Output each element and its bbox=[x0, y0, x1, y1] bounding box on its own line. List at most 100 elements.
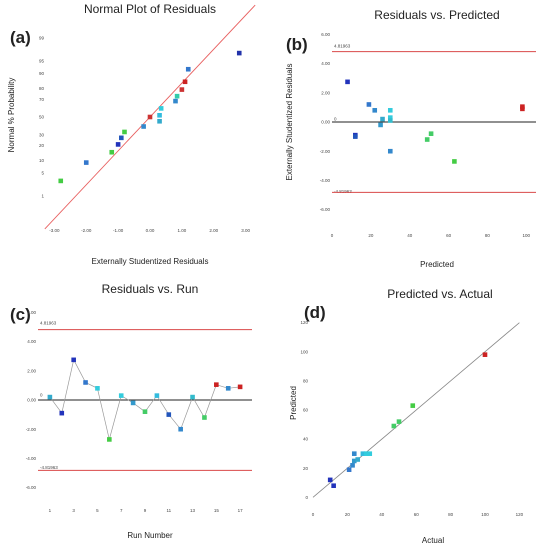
panel-d-ticks: 0 20 40 60 80 100 120 0 20 40 60 80 100 120 bbox=[300, 320, 523, 517]
panel-a-xtick-label: 2.00 bbox=[209, 228, 218, 233]
panel-c-point bbox=[59, 410, 65, 416]
panel-d-point bbox=[327, 477, 333, 483]
panel-b-ytick-label: 2.00 bbox=[321, 90, 330, 95]
panel-a-xtick-label: -1.00 bbox=[113, 228, 124, 233]
panel-c-ytick-label: 4.00 bbox=[27, 339, 36, 344]
panel-a-ylabel: Normal % Probability bbox=[7, 78, 16, 153]
panel-b-ylabel: Externally Studentized Residuals bbox=[285, 64, 294, 181]
panel-d-title: Predicted vs. Actual bbox=[387, 287, 492, 301]
panel-c-title: Residuals vs. Run bbox=[102, 282, 199, 296]
panel-b-title: Residuals vs. Predicted bbox=[374, 8, 499, 22]
panel-b-label: (b) bbox=[286, 35, 308, 54]
panel-c-point bbox=[202, 415, 207, 420]
panel-c-lower-limit-label: -4.81963 bbox=[40, 465, 58, 470]
panel-a-ytick-label: 95 bbox=[39, 59, 45, 64]
panel-c-point bbox=[83, 380, 88, 385]
panel-c-ytick-label: 6.00 bbox=[27, 310, 36, 315]
panel-c-point bbox=[107, 437, 112, 442]
panel-d-point bbox=[391, 423, 397, 429]
panel-c-ytick-label: -2.00 bbox=[26, 427, 37, 432]
panel-b-point bbox=[372, 108, 378, 113]
panel-b-point bbox=[378, 122, 383, 128]
panel-b-point bbox=[424, 137, 430, 142]
panel-a-ytick-label: 90 bbox=[39, 71, 45, 76]
panel-a-point bbox=[179, 87, 185, 92]
panel-d-ytick-label: 40 bbox=[303, 437, 309, 442]
panel-d-marks bbox=[312, 322, 520, 498]
panel-c-xtick-label: 17 bbox=[238, 508, 244, 513]
panel-c-point bbox=[118, 393, 124, 398]
panel-b-ytick-label: 4.00 bbox=[321, 61, 330, 66]
panel-d-xtick-label: 0 bbox=[312, 512, 315, 517]
panel-a-point bbox=[141, 124, 146, 129]
panel-d-point bbox=[351, 458, 357, 464]
panel-d-ytick-label: 120 bbox=[300, 320, 308, 325]
panel-d-ytick-label: 60 bbox=[303, 408, 309, 413]
panel-b-point bbox=[387, 108, 393, 113]
panel-a-point bbox=[236, 50, 242, 56]
panel-a-ytick-label: 10 bbox=[39, 158, 45, 163]
panel-d-ytick-label: 20 bbox=[303, 466, 309, 471]
panel-c-point bbox=[95, 386, 100, 391]
panel-a-xlabel: Externally Studentized Residuals bbox=[92, 257, 209, 266]
panel-c-xtick-label: 5 bbox=[96, 508, 99, 513]
panel-c-point bbox=[178, 426, 183, 432]
panel-b-lower-limit-label: -4.81963 bbox=[334, 189, 352, 194]
panel-b-point bbox=[387, 115, 393, 120]
panel-c-xlabel: Run Number bbox=[127, 531, 173, 540]
panel-c-xtick-label: 13 bbox=[190, 508, 196, 513]
panel-a-point bbox=[115, 142, 121, 147]
panel-b-ticks: 0 20 40 60 80 100 -6.00 -4.00 -2.00 0.00 2.00 4.00 6… bbox=[320, 32, 531, 238]
panel-b: Residuals vs. Predicted (b) Predicted Ex… bbox=[285, 8, 536, 269]
panel-d-point bbox=[367, 451, 373, 456]
panel-a-ytick-label: 80 bbox=[39, 86, 45, 91]
panel-b-point bbox=[345, 79, 350, 85]
panel-a-xtick-label: 0.00 bbox=[146, 228, 155, 233]
panel-d-xtick-label: 80 bbox=[448, 512, 454, 517]
panel-a-point bbox=[157, 112, 162, 118]
panel-a-ytick-label: 1 bbox=[41, 194, 44, 199]
panel-c-xtick-label: 15 bbox=[214, 508, 220, 513]
panel-b-point bbox=[520, 106, 525, 112]
panel-c-point bbox=[190, 394, 195, 400]
panel-a-point bbox=[182, 79, 188, 85]
panel-d-point bbox=[350, 463, 355, 468]
panel-b-zero-label: 0 bbox=[334, 117, 337, 122]
panel-a-point bbox=[157, 118, 162, 124]
panel-d-point bbox=[331, 483, 336, 489]
panel-d-point bbox=[355, 457, 361, 462]
panel-c-marks bbox=[38, 329, 252, 471]
panel-d-xtick-label: 40 bbox=[379, 512, 385, 517]
panel-d-point bbox=[351, 451, 357, 456]
panel-c-point bbox=[71, 357, 76, 363]
panel-c-xtick-label: 1 bbox=[49, 508, 52, 513]
panel-d-ytick-label: 0 bbox=[305, 495, 308, 500]
panel-b-ytick-label: 6.00 bbox=[321, 32, 330, 37]
panel-d-ylabel: Predicted bbox=[289, 386, 298, 420]
panel-d-diagonal-line bbox=[312, 322, 520, 498]
panel-d-point bbox=[482, 352, 488, 357]
panel-c-ticks: 1 3 5 7 9 11 13 15 17-6.00-4.00-2.000.002.004.00… bbox=[26, 310, 243, 513]
panel-a-point bbox=[158, 106, 164, 111]
panel-a-xtick-label: 3.00 bbox=[241, 228, 250, 233]
panel-c-ytick-label: -6.00 bbox=[26, 485, 37, 490]
panel-d-xtick-label: 60 bbox=[414, 512, 420, 517]
panel-c-point bbox=[225, 386, 231, 391]
panel-a-xtick-label: -3.00 bbox=[49, 228, 60, 233]
panel-a-point bbox=[119, 135, 124, 141]
panel-a-point bbox=[122, 129, 127, 135]
panel-a-ticks: -3.00 -2.00 -1.00 0.00 1.00 2.00 3.00 1 5 10 20 30 5… bbox=[39, 36, 251, 233]
panel-c-point bbox=[166, 412, 172, 417]
panel-a: Normal Plot of Residuals (a) Externally … bbox=[7, 2, 256, 266]
panel-a-xtick-label: 1.00 bbox=[177, 228, 186, 233]
panel-b-xtick-label: 100 bbox=[523, 233, 531, 238]
panel-b-xtick-label: 0 bbox=[331, 233, 334, 238]
panel-b-upper-limit-label: 4.81963 bbox=[334, 44, 351, 49]
panel-d-point bbox=[360, 451, 366, 456]
panel-c-ytick-label: -4.00 bbox=[26, 456, 37, 461]
panel-c-point bbox=[47, 394, 53, 400]
panel-a-ytick-label: 20 bbox=[39, 143, 45, 148]
panel-b-marks bbox=[332, 51, 536, 193]
